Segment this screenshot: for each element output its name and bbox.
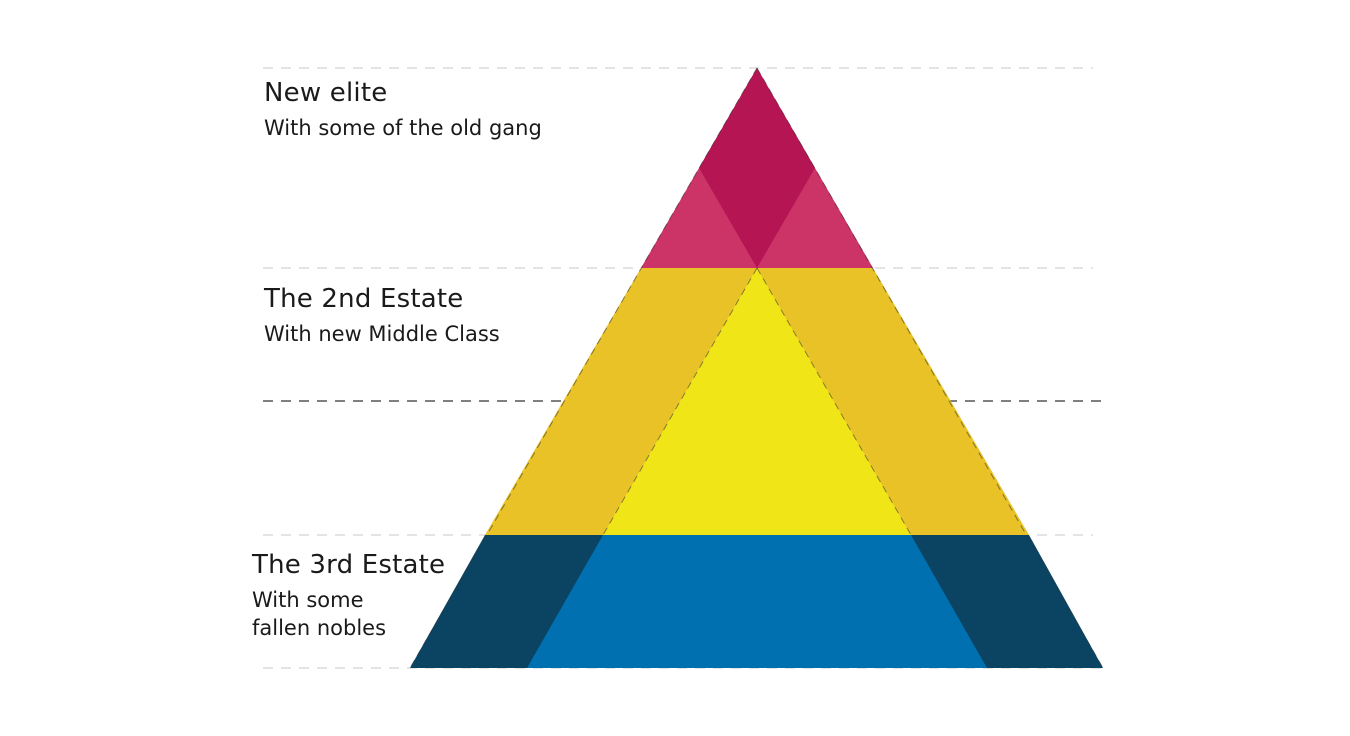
pyramid-edge-right [756,67,1104,669]
tier-label-bottom: The 3rd Estate With some fallen nobles [252,548,445,642]
tier-subtitle-line: fallen nobles [252,616,387,640]
tier-title: The 2nd Estate [264,284,464,314]
tier-title: New elite [264,78,388,108]
tier-subtitle-line: With some of the old gang [264,116,542,140]
tier-label-top: New elite With some of the old gang [264,76,542,142]
tier-middle-core [603,268,911,535]
inner-edge-left [602,267,758,536]
pyramid-edge-left [409,67,758,669]
inner-edge-right [756,267,912,536]
tier-subtitle-line: With new Middle Class [264,322,500,346]
tier-subtitle: With new Middle Class [264,320,500,348]
tier-subtitle: With some of the old gang [264,114,542,142]
tier-subtitle-line: With some [252,588,364,612]
tier-subtitle: With some fallen nobles [252,586,445,642]
tier-title: The 3rd Estate [252,550,446,580]
tier-top-core [699,68,815,268]
tier-bottom-core [527,535,987,668]
tier-label-middle: The 2nd Estate With new Middle Class [264,282,500,348]
